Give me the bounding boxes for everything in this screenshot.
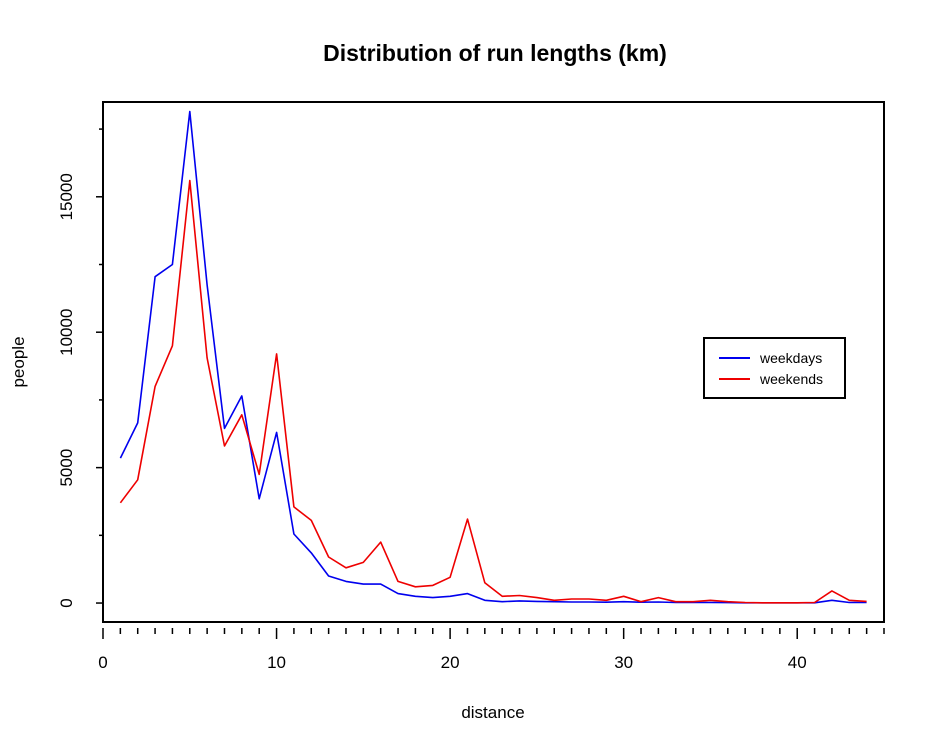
x-tick-label: 30 xyxy=(614,653,633,672)
plot-frame xyxy=(102,101,885,623)
legend-label-weekends: weekends xyxy=(759,371,823,387)
legend-label-weekdays: weekdays xyxy=(759,350,822,366)
legend: weekdays weekends xyxy=(703,337,846,399)
y-tick-label: 15000 xyxy=(57,173,76,220)
x-axis-label: distance xyxy=(461,703,524,722)
y-tick-label: 5000 xyxy=(57,449,76,487)
plot-area xyxy=(102,101,885,623)
x-tick-label: 40 xyxy=(788,653,807,672)
x-tick-label: 20 xyxy=(441,653,460,672)
y-tick-label: 0 xyxy=(57,598,76,607)
x-axis: 0 10 20 30 40 xyxy=(98,628,885,672)
x-tick-label: 0 xyxy=(98,653,107,672)
x-tick-label: 10 xyxy=(267,653,286,672)
chart-title: Distribution of run lengths (km) xyxy=(323,40,667,66)
y-axis: 0 5000 10000 15000 xyxy=(57,128,103,608)
y-tick-label: 10000 xyxy=(57,309,76,356)
legend-box xyxy=(703,337,846,399)
y-axis-label: people xyxy=(9,336,28,387)
series-line-weekends xyxy=(119,179,867,604)
